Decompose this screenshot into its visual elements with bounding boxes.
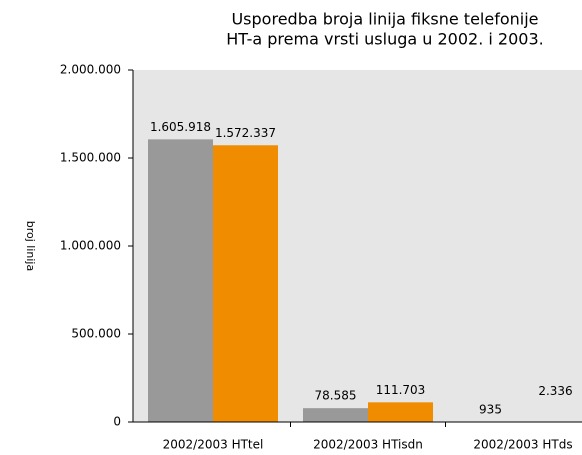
y-axis-title: broj linija [24, 221, 37, 271]
y-tick-label: 500.000 [71, 327, 121, 341]
y-tick-label: 2.000.000 [60, 63, 121, 77]
bar [303, 408, 368, 422]
bar [368, 402, 433, 422]
y-tick-label: 0 [113, 415, 121, 429]
data-label: 2.336 [538, 384, 572, 398]
x-tick-label: 2002/2003 HTisdn [313, 438, 423, 452]
data-label: 111.703 [376, 383, 426, 397]
data-label: 935 [479, 402, 502, 416]
data-label: 78.585 [315, 389, 357, 403]
bar [148, 139, 213, 422]
data-label: 1.572.337 [215, 126, 276, 140]
data-label: 1.605.918 [150, 120, 211, 134]
chart-title: HT-a prema vrsti usluga u 2002. i 2003. [226, 30, 543, 49]
y-tick-label: 1.500.000 [60, 151, 121, 165]
x-tick-label: 2002/2003 HTtel [163, 438, 264, 452]
y-tick-label: 1.000.000 [60, 239, 121, 253]
x-tick-label: 2002/2003 HTds [473, 438, 572, 452]
bar [213, 145, 278, 423]
chart-title: Usporedba broja linija fiksne telefonije [231, 10, 538, 29]
